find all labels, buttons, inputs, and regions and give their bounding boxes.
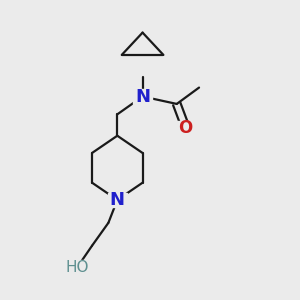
Bar [108, 193, 127, 207]
Text: N: N [135, 88, 150, 106]
Bar [133, 89, 152, 103]
Text: HO: HO [65, 260, 89, 275]
Text: N: N [110, 191, 125, 209]
Bar [177, 121, 195, 135]
Bar [65, 260, 90, 275]
Text: O: O [178, 119, 193, 137]
